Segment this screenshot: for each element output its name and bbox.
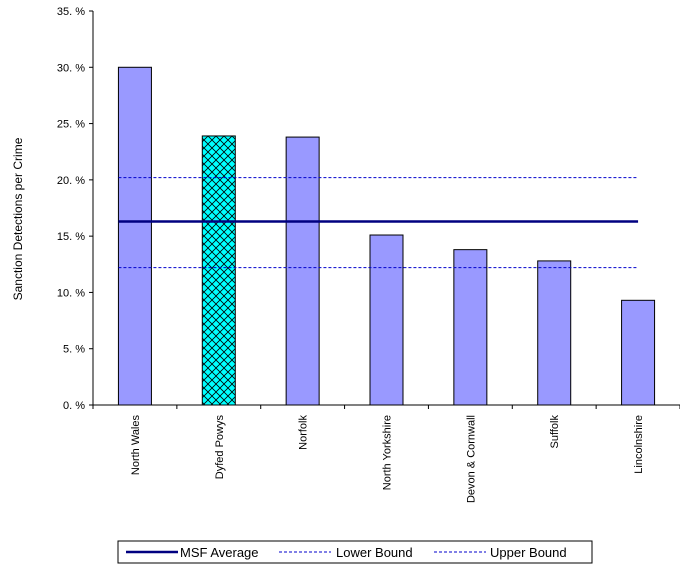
bar-devon-and-cornwall xyxy=(453,249,488,406)
x-tick-label-dyfed-powys: Dyfed Powys xyxy=(214,415,226,480)
x-tick-label-suffolk: Suffolk xyxy=(549,415,561,449)
x-tick-label-norfolk: Norfolk xyxy=(298,415,310,450)
y-tick-label: 15. % xyxy=(57,231,85,243)
reference-lines-layer xyxy=(118,177,639,269)
legend-upper-bound-label: Upper Bound xyxy=(490,545,567,560)
axis-layer xyxy=(92,11,680,406)
bar-lincolnshire xyxy=(621,299,656,406)
bar-north-yorkshire xyxy=(369,234,404,406)
y-tick-label: 20. % xyxy=(57,175,85,187)
y-tick-label: 5. % xyxy=(63,344,85,356)
x-tick-label-north-yorkshire: North Yorkshire xyxy=(382,415,394,490)
legend: MSF Average Lower Bound Upper Bound xyxy=(117,540,593,564)
x-labels-layer: North Wales Dyfed Powys Norfolk North Yorks… xyxy=(92,405,680,503)
legend-box xyxy=(117,540,593,564)
x-tick-label-lincolnshire: Lincolnshire xyxy=(633,415,645,474)
bar-norfolk xyxy=(285,136,320,406)
y-tick-label: 0. % xyxy=(63,400,85,412)
y-ticks-layer: 0. % 5. % 10. % 15. % 20. % 25. % 30. % 35. % xyxy=(57,6,93,412)
x-tick-label-devon-and-cornwall: Devon & Cornwall xyxy=(465,415,477,503)
x-tick-label-north-wales: North Wales xyxy=(130,415,142,476)
y-axis-title: Sanction Detections per Crime xyxy=(11,137,25,300)
bar-dyfed-powys xyxy=(201,135,236,406)
bars-layer xyxy=(117,66,656,406)
y-tick-label: 30. % xyxy=(57,62,85,74)
legend-lower-bound-label: Lower Bound xyxy=(336,545,413,560)
y-tick-label: 35. % xyxy=(57,6,85,18)
legend-msf-average-label: MSF Average xyxy=(180,545,259,560)
bar-suffolk xyxy=(537,260,572,406)
y-tick-label: 25. % xyxy=(57,119,85,131)
y-tick-label: 10. % xyxy=(57,287,85,299)
bar-north-wales xyxy=(117,66,152,406)
